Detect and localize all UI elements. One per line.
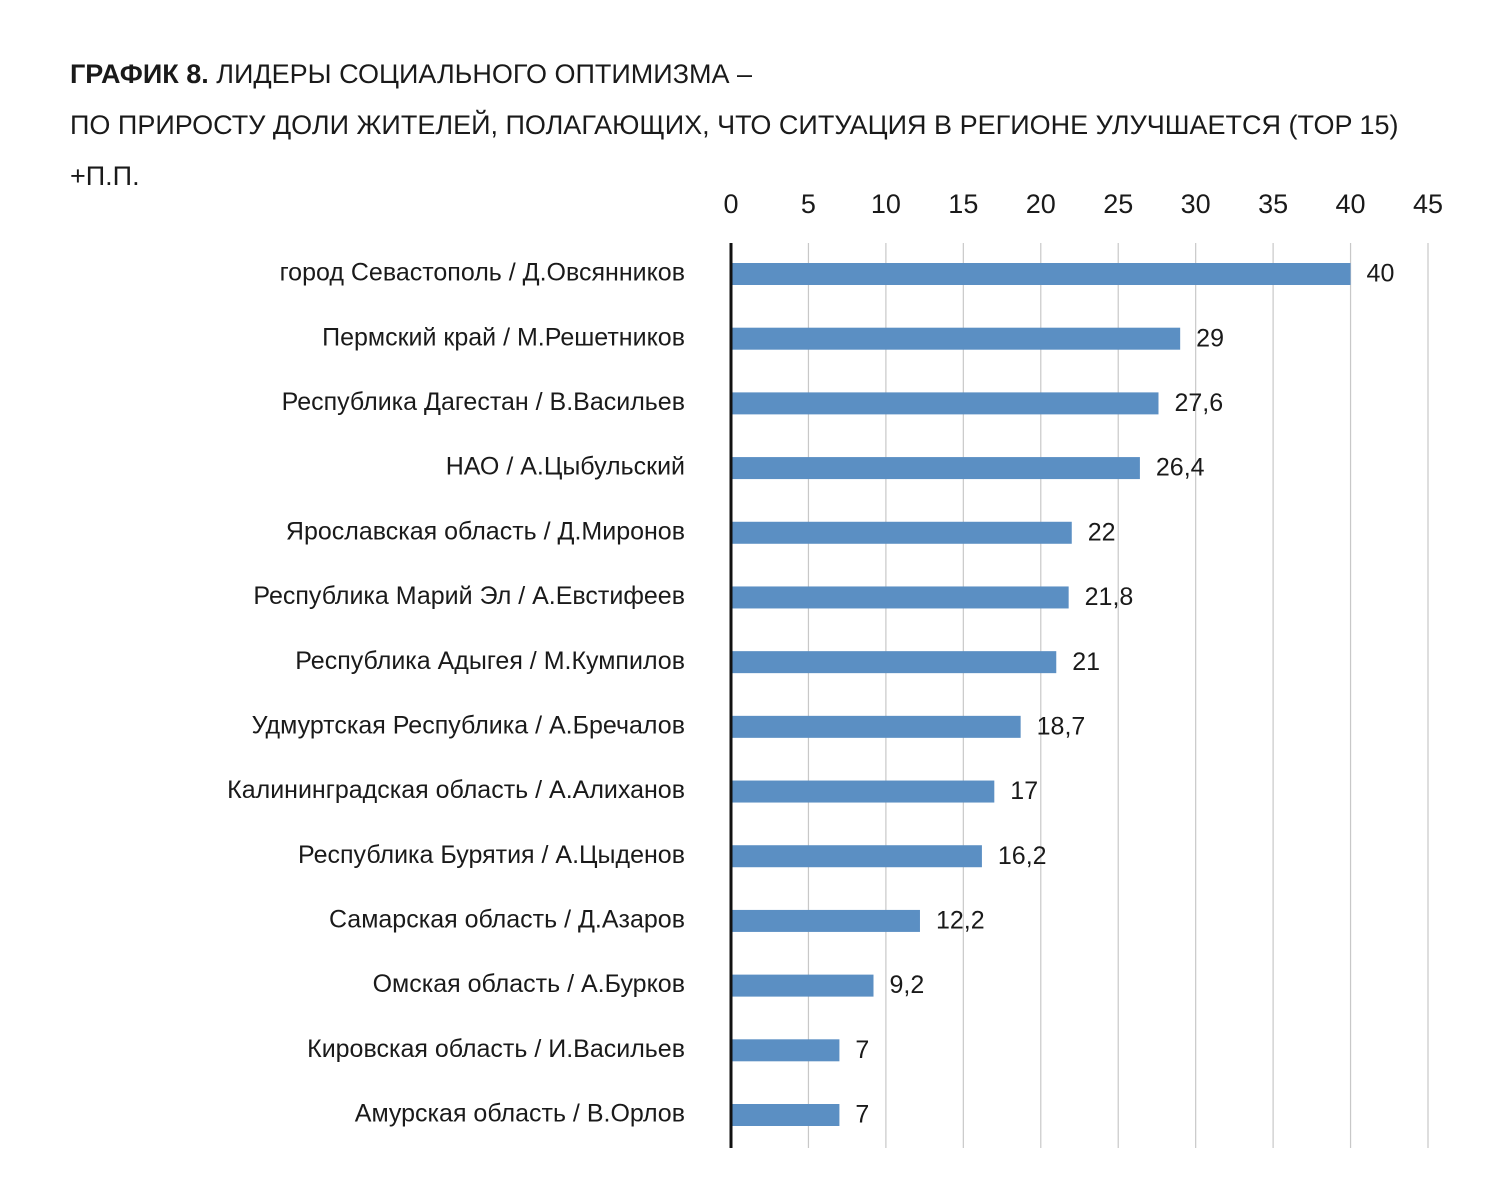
y-tick-label: Удмуртская Республика / А.Бречалов	[252, 711, 685, 739]
y-tick-label: Республика Дагестан / В.Васильев	[282, 388, 685, 416]
value-label: 7	[855, 1036, 869, 1064]
value-label: 40	[1367, 260, 1395, 288]
value-label: 12,2	[936, 907, 985, 935]
x-tick-label: 10	[871, 189, 901, 219]
value-label: 9,2	[889, 971, 924, 999]
y-tick-label: Кировская область / И.Васильев	[307, 1035, 685, 1063]
value-label: 22	[1088, 518, 1116, 546]
y-tick-label: Омская область / А.Бурков	[373, 970, 685, 998]
y-tick-label: Республика Бурятия / А.Цыденов	[298, 841, 685, 869]
unit-label: +П.П.	[70, 161, 140, 191]
y-tick-label: Республика Адыгея / М.Кумпилов	[295, 647, 685, 675]
y-tick-label: Калининградская область / А.Алиханов	[227, 776, 685, 804]
value-label: 17	[1010, 777, 1038, 805]
value-label: 18,7	[1037, 712, 1086, 740]
bar	[731, 327, 1181, 350]
title-line: ПО ПРИРОСТУ ДОЛИ ЖИТЕЛЕЙ, ПОЛАГАЮЩИХ, ЧТ…	[70, 109, 1399, 140]
y-tick-label: Самарская область / Д.Азаров	[329, 906, 685, 934]
x-tick-label: 15	[948, 189, 978, 219]
value-label: 26,4	[1156, 454, 1205, 482]
value-label: 27,6	[1174, 389, 1223, 417]
title-label: ГРАФИК 8.	[70, 59, 209, 89]
bar	[731, 457, 1140, 480]
bar	[731, 780, 995, 803]
bar	[731, 1039, 840, 1062]
bar	[731, 521, 1072, 544]
chart-title: ГРАФИК 8. ЛИДЕРЫ СОЦИАЛЬНОГО ОПТИМИЗМА –	[70, 59, 752, 89]
x-tick-label: 30	[1181, 189, 1211, 219]
x-tick-label: 20	[1026, 189, 1056, 219]
y-tick-label: город Севастополь / Д.Овсянников	[280, 259, 685, 287]
x-tick-label: 25	[1103, 189, 1133, 219]
x-tick-label: 0	[723, 189, 738, 219]
bar	[731, 263, 1351, 285]
value-label: 21,8	[1085, 583, 1134, 611]
value-label: 16,2	[998, 842, 1047, 870]
bar	[731, 1104, 840, 1126]
value-label: 21	[1072, 648, 1100, 676]
bar	[731, 586, 1069, 609]
bar	[731, 715, 1021, 738]
x-tick-label: 35	[1258, 189, 1288, 219]
bar	[731, 392, 1159, 415]
x-tick-label: 45	[1413, 189, 1443, 219]
bar	[731, 974, 874, 997]
y-tick-label: Пермский край / М.Решетников	[322, 323, 685, 351]
value-label: 29	[1196, 324, 1224, 352]
bar	[731, 909, 920, 932]
x-tick-label: 40	[1336, 189, 1366, 219]
x-tick-label: 5	[801, 189, 816, 219]
y-tick-label: НАО / А.Цыбульский	[446, 453, 685, 481]
y-tick-label: Ярославская область / Д.Миронов	[286, 517, 685, 545]
bar	[731, 845, 982, 868]
title-line: ЛИДЕРЫ СОЦИАЛЬНОГО ОПТИМИЗМА –	[216, 59, 752, 89]
y-tick-label: Республика Марий Эл / А.Евстифеев	[253, 582, 685, 610]
y-tick-label: Амурская область / В.Орлов	[355, 1100, 685, 1128]
value-label: 7	[855, 1101, 869, 1129]
bar	[731, 651, 1057, 674]
